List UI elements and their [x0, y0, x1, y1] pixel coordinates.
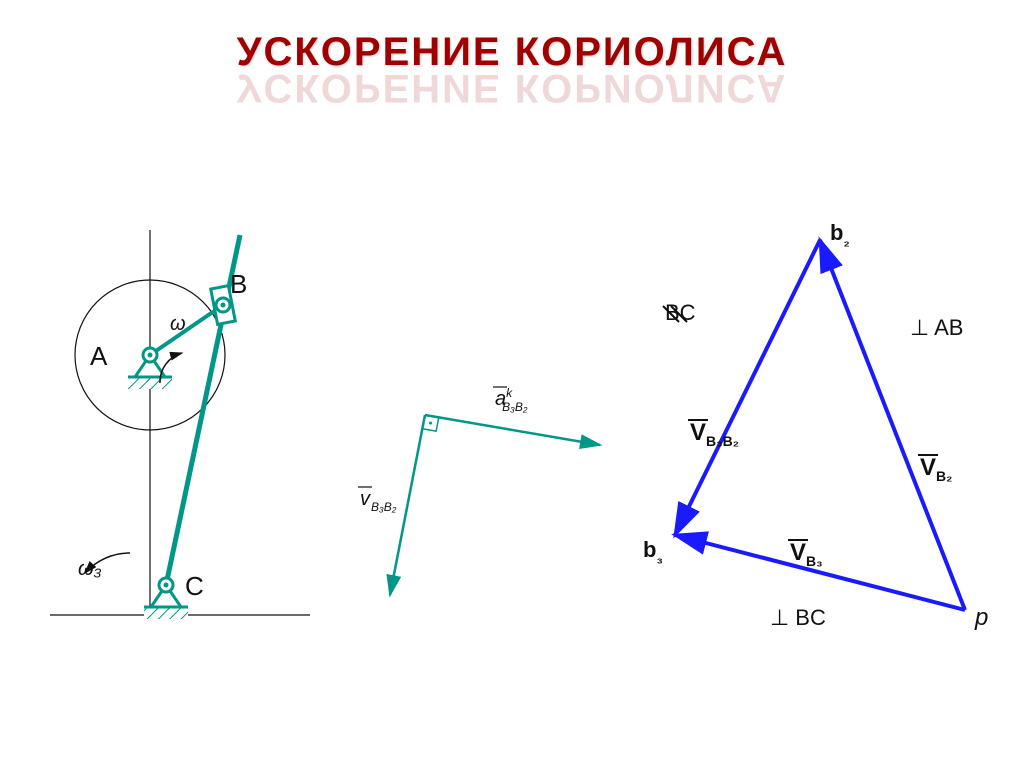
svg-text:B: B	[230, 269, 247, 299]
slide-title-reflection: УСКОРЕНИЕ КОРИОЛИСА	[0, 65, 1024, 110]
svg-text:b₃: b₃	[643, 537, 663, 566]
slide-title-block: УСКОРЕНИЕ КОРИОЛИСА УСКОРЕНИЕ КОРИОЛИСА	[0, 30, 1024, 110]
svg-text:p: p	[974, 604, 988, 631]
svg-text:akB₃B₂: akB₃B₂	[495, 386, 528, 414]
svg-text:ω₃: ω₃	[78, 558, 102, 580]
svg-text:vB₃B₂: vB₃B₂	[360, 488, 397, 514]
velocity-triangle: b₂b₃pVB₂VB₃VB₃B₂ BC⊥ AB⊥ BC	[600, 205, 1020, 665]
svg-text:⊥ BC: ⊥ BC	[770, 605, 826, 630]
svg-text:C: C	[185, 571, 204, 601]
coriolis-vectors: akB₃B₂ vB₃B₂	[260, 350, 610, 610]
svg-text:VB₂: VB₂	[920, 454, 952, 484]
svg-text:b₂: b₂	[830, 220, 850, 249]
svg-text:⊥ AB: ⊥ AB	[910, 315, 963, 340]
svg-text:ω: ω	[170, 313, 186, 335]
svg-text:VB₃: VB₃	[790, 539, 823, 569]
svg-text:A: A	[90, 341, 108, 371]
